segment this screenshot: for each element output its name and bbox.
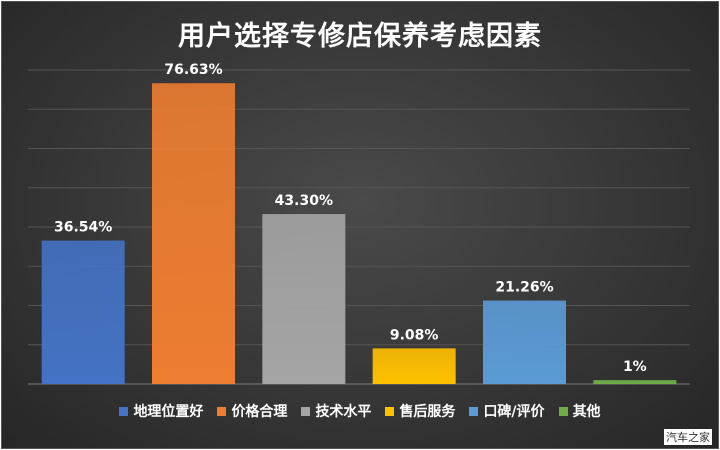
legend-label: 售后服务 (399, 404, 456, 420)
legend-item-3: 技术水平 (301, 401, 371, 421)
legend-item-2: 价格合理 (217, 401, 287, 421)
legend-label: 地理位置好 (133, 404, 204, 420)
legend-swatch (558, 406, 568, 416)
bar-2 (152, 83, 235, 385)
legend-swatch (301, 406, 311, 416)
data-label-6: 1% (623, 359, 647, 375)
bar-1 (41, 240, 125, 384)
data-label-2: 76.63% (164, 62, 222, 78)
legend-item-6: 其他 (558, 401, 601, 421)
bar-4 (372, 348, 456, 384)
legend-swatch (119, 406, 129, 416)
legend-label: 其他 (572, 404, 601, 420)
legend-item-5: 口碑/评价 (469, 401, 545, 421)
bar-3 (262, 214, 346, 384)
legend-label: 口碑/评价 (483, 404, 545, 420)
watermark: 汽车之家 (664, 429, 712, 445)
data-label-3: 43.30% (275, 193, 333, 209)
bar-5 (483, 300, 566, 384)
data-label-5: 21.26% (495, 280, 553, 296)
legend-label: 技术水平 (315, 404, 372, 420)
chart-title: 用户选择专修店保养考虑因素 (178, 21, 542, 52)
legend-item-4: 售后服务 (385, 401, 455, 421)
legend-item-1: 地理位置好 (119, 401, 203, 421)
legend-swatch (217, 406, 227, 416)
bar-6 (593, 380, 677, 384)
data-label-1: 36.54% (54, 220, 112, 236)
legend-label: 价格合理 (231, 404, 288, 420)
legend-swatch (469, 406, 479, 416)
legend-swatch (385, 406, 395, 416)
data-label-4: 9.08% (390, 327, 439, 343)
chart-legend: 地理位置好 价格合理 技术水平 售后服务 口碑/评价 其他 (0, 401, 720, 421)
